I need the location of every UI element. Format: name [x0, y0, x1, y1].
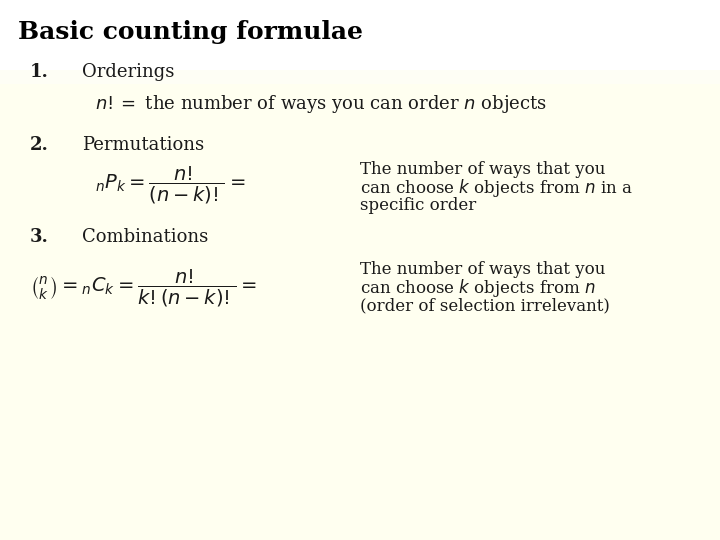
Text: specific order: specific order — [360, 198, 476, 214]
Text: The number of ways that you: The number of ways that you — [360, 261, 606, 279]
Text: Combinations: Combinations — [82, 228, 208, 246]
Text: $n! = $ the number of ways you can order $n$ objects: $n! = $ the number of ways you can order… — [95, 93, 547, 115]
Text: 3.: 3. — [30, 228, 49, 246]
Text: 2.: 2. — [30, 136, 49, 154]
Text: 1.: 1. — [30, 63, 49, 81]
Text: can choose $k$ objects from $n$ in a: can choose $k$ objects from $n$ in a — [360, 177, 633, 199]
Text: Permutations: Permutations — [82, 136, 204, 154]
Text: (order of selection irrelevant): (order of selection irrelevant) — [360, 298, 610, 314]
Text: Orderings: Orderings — [82, 63, 174, 81]
Text: $_{n}P_{k} = \dfrac{n!}{(n-k)!} = $: $_{n}P_{k} = \dfrac{n!}{(n-k)!} = $ — [95, 165, 246, 206]
Text: The number of ways that you: The number of ways that you — [360, 161, 606, 179]
Text: Basic counting formulae: Basic counting formulae — [18, 20, 363, 44]
Text: $\binom{n}{k} = {}_{n}C_{k} = \dfrac{n!}{k!(n-k)!} = $: $\binom{n}{k} = {}_{n}C_{k} = \dfrac{n!}… — [30, 267, 257, 308]
Text: can choose $k$ objects from $n$: can choose $k$ objects from $n$ — [360, 277, 596, 299]
